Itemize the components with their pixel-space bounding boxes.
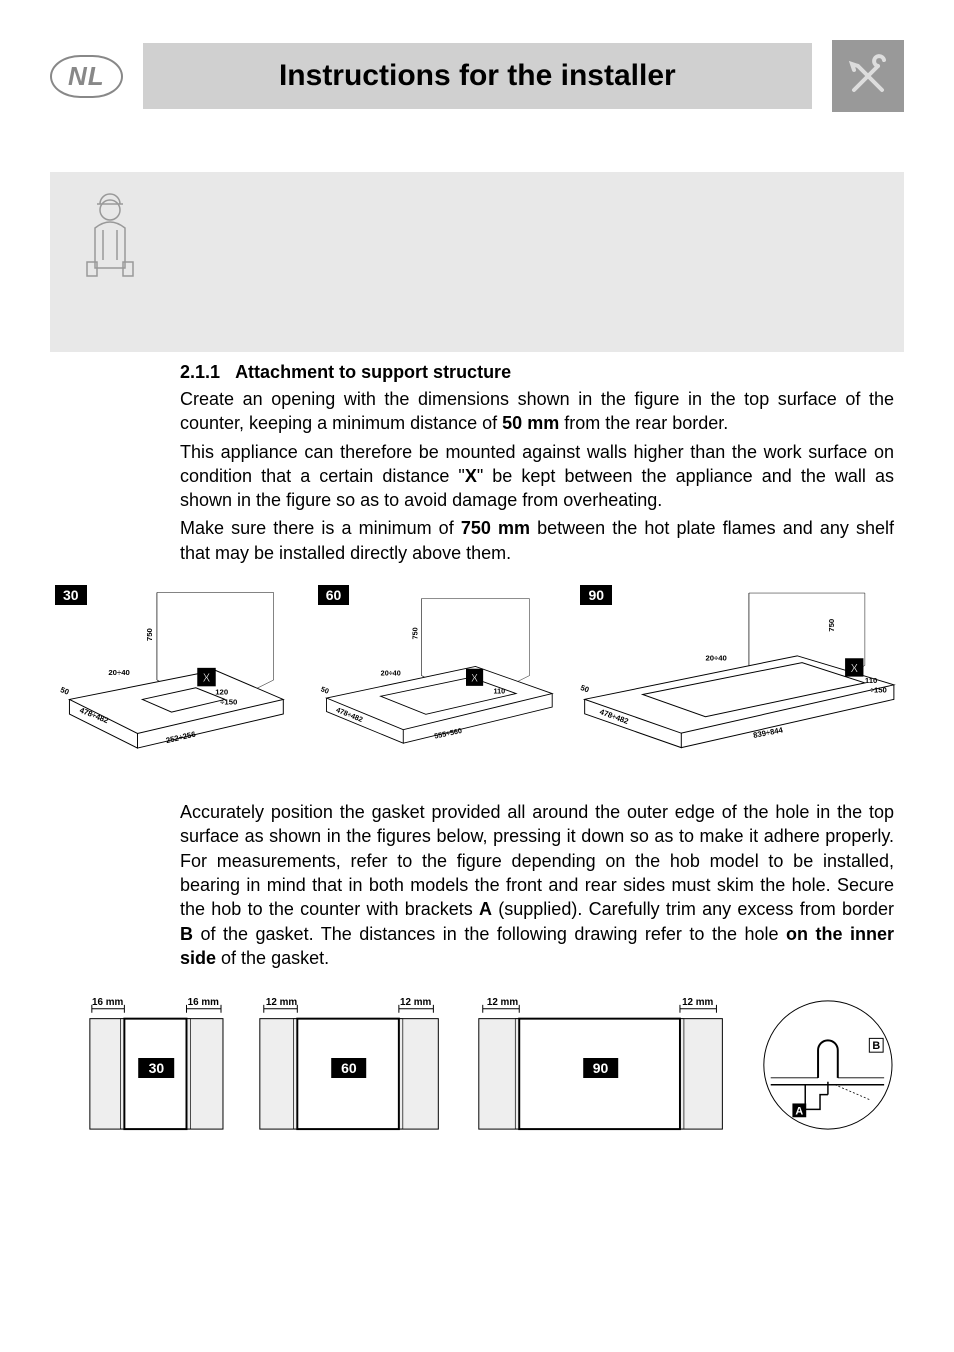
paragraph-1: Create an opening with the dimensions sh… (180, 387, 894, 436)
svg-text:X: X (202, 671, 211, 685)
svg-text:20÷40: 20÷40 (108, 668, 130, 677)
section-number: 2.1.1 (180, 362, 220, 382)
svg-text:12 mm: 12 mm (400, 997, 431, 1008)
margin-diagram-90: 12 mm 12 mm 90 (465, 990, 736, 1145)
content-area: 2.1.1 Attachment to support structure Cr… (170, 362, 904, 565)
svg-text:20÷40: 20÷40 (706, 654, 727, 663)
svg-text:12 mm: 12 mm (487, 997, 518, 1008)
language-badge: NL (50, 55, 123, 98)
iso-diagram-60: 60 X 750 20÷40 478÷482 50 110 555÷560 (313, 580, 566, 785)
installer-icon (75, 192, 145, 282)
page-title: Instructions for the installer (143, 43, 812, 109)
svg-text:16 mm: 16 mm (188, 997, 219, 1008)
margin-diagram-row: 16 mm 16 mm 30 12 mm 12 mm (80, 990, 904, 1145)
badge-60: 60 (318, 585, 350, 605)
installer-icon-panel (50, 172, 170, 352)
margin-detail: B A (751, 990, 904, 1145)
paragraph-3: Make sure there is a minimum of 750 mm b… (180, 516, 894, 565)
iso-diagram-30: 30 X 750 20÷40 478÷482 50 120 ÷ (50, 580, 303, 785)
margin-badge-90: 90 (583, 1058, 619, 1078)
margin-diagram-30: 16 mm 16 mm 30 (80, 990, 233, 1145)
svg-text:X: X (851, 661, 860, 675)
tools-icon (832, 40, 904, 112)
svg-text:110: 110 (865, 676, 877, 685)
section-banner-fill (170, 172, 904, 352)
margin-diagram-60: 12 mm 12 mm 60 (248, 990, 450, 1145)
svg-text:50: 50 (580, 683, 591, 694)
paragraph-2: This appliance can therefore be mounted … (180, 440, 894, 513)
svg-text:750: 750 (410, 627, 419, 639)
svg-text:X: X (470, 672, 478, 685)
svg-text:110: 110 (493, 687, 505, 696)
svg-text:B: B (872, 1040, 880, 1052)
section-banner (50, 172, 904, 352)
svg-text:50: 50 (59, 685, 70, 697)
svg-text:750: 750 (145, 628, 154, 641)
svg-text:252÷256: 252÷256 (165, 730, 197, 746)
margin-badge-30: 30 (139, 1058, 175, 1078)
content-area-2: Accurately position the gasket provided … (170, 800, 904, 970)
svg-text:20÷40: 20÷40 (380, 669, 400, 678)
svg-text:555÷560: 555÷560 (433, 726, 462, 741)
section-heading: 2.1.1 Attachment to support structure (180, 362, 894, 383)
svg-text:120: 120 (215, 688, 228, 697)
svg-text:÷150: ÷150 (220, 697, 237, 706)
svg-text:A: A (796, 1105, 804, 1117)
margin-badge-60: 60 (331, 1058, 367, 1078)
svg-text:12 mm: 12 mm (682, 997, 713, 1008)
badge-30: 30 (55, 585, 87, 605)
svg-text:50: 50 (319, 684, 330, 695)
paragraph-4: Accurately position the gasket provided … (180, 800, 894, 970)
page-header: NL Instructions for the installer (50, 40, 904, 112)
svg-text:750: 750 (827, 619, 836, 632)
section-title: Attachment to support structure (235, 362, 511, 382)
svg-text:÷150: ÷150 (870, 686, 887, 695)
iso-diagram-row: 30 X 750 20÷40 478÷482 50 120 ÷ (50, 580, 904, 785)
svg-text:16 mm: 16 mm (92, 997, 123, 1008)
iso-diagram-90: 90 X 750 20÷40 478÷482 50 110 ÷150 839÷8… (575, 580, 904, 785)
badge-90: 90 (580, 585, 612, 605)
svg-text:12 mm: 12 mm (266, 997, 297, 1008)
svg-text:839÷844: 839÷844 (753, 725, 785, 740)
